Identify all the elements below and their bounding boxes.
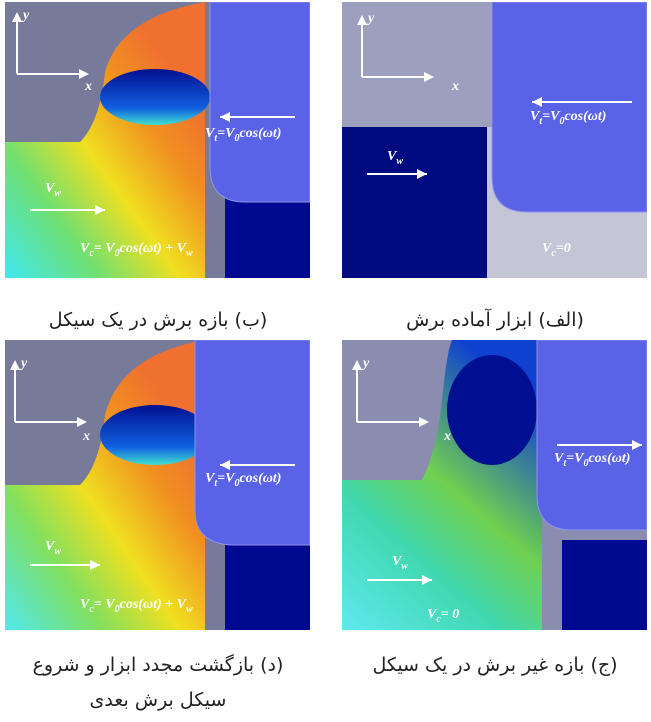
page: yxVt=V0cos(ωt)VwVc=0 yxVt=V0cos(ωt)VwVc=…: [0, 0, 651, 722]
caption: (الف) ابزار آماده برش: [345, 303, 645, 338]
axis-label: y: [19, 356, 28, 371]
label-text: =V: [542, 109, 561, 124]
label-text: = 0: [441, 607, 459, 622]
caption: (د) بازگشت مجدد ابزار و شروع سیکل برش بع…: [8, 648, 308, 718]
label-text: = V: [94, 597, 116, 612]
label-text: =V: [566, 451, 585, 466]
label-subscript: w: [186, 604, 193, 615]
axis-label: y: [21, 8, 30, 23]
label-subscript: w: [396, 156, 403, 167]
axis-label: x: [443, 429, 451, 444]
axis-label: y: [366, 11, 375, 26]
label-text: =V: [217, 471, 236, 486]
axis-label: y: [361, 356, 370, 371]
label-subscript: w: [54, 546, 61, 557]
label-text: cos(ωt) + V: [120, 597, 188, 612]
label-subscript: w: [401, 561, 408, 572]
label-text: cos(ωt) + V: [120, 241, 188, 256]
caption: (ج) بازه غیر برش در یک سیکل: [345, 648, 645, 683]
axis-label: x: [451, 79, 459, 94]
label-text: cos(ωt): [588, 451, 630, 466]
label-text: =V: [217, 126, 236, 141]
label-text: cos(ωt): [239, 126, 281, 141]
label-text: cos(ωt): [564, 109, 606, 124]
label-text: = V: [94, 241, 116, 256]
axis-label: x: [82, 429, 90, 444]
label-subscript: w: [54, 188, 61, 199]
caption: (ب) بازه برش در یک سیکل: [8, 303, 308, 338]
label-text: cos(ωt): [239, 471, 281, 486]
label-subscript: w: [186, 248, 193, 259]
label-text: =0: [556, 241, 571, 256]
axis-label: x: [84, 79, 92, 94]
